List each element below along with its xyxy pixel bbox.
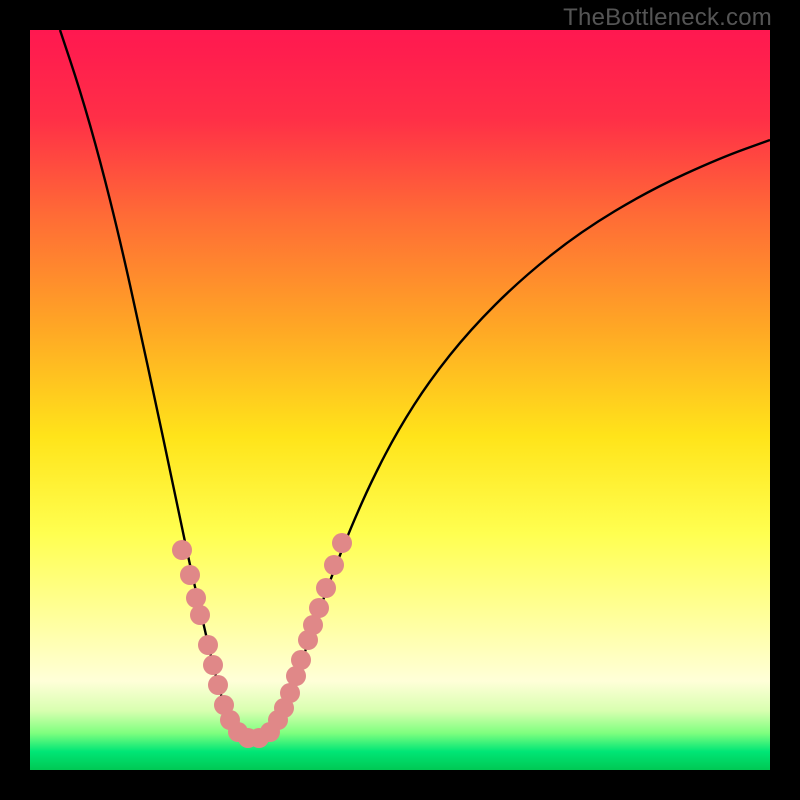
data-marker: [172, 540, 192, 560]
left-curve: [60, 30, 250, 740]
right-curve: [250, 140, 770, 740]
data-marker: [309, 598, 329, 618]
watermark-text: TheBottleneck.com: [563, 4, 772, 32]
data-marker: [180, 565, 200, 585]
data-marker: [208, 675, 228, 695]
data-marker: [198, 635, 218, 655]
data-marker: [190, 605, 210, 625]
data-marker: [291, 650, 311, 670]
data-marker: [186, 588, 206, 608]
data-marker: [280, 683, 300, 703]
data-marker: [303, 615, 323, 635]
chart-svg: [30, 30, 770, 770]
data-marker: [316, 578, 336, 598]
data-marker: [324, 555, 344, 575]
data-marker: [332, 533, 352, 553]
marker-group: [172, 533, 352, 748]
plot-area: [30, 30, 770, 770]
data-marker: [203, 655, 223, 675]
